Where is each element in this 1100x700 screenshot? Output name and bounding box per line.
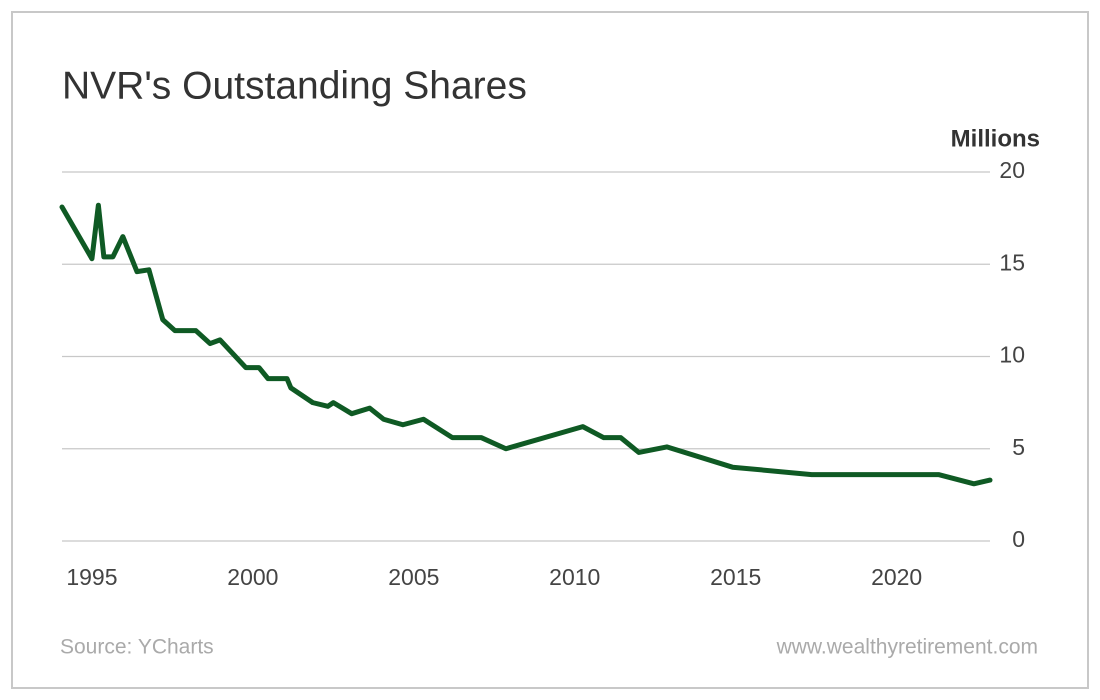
data-line [59, 202, 993, 487]
source: Source: YCharts [60, 636, 214, 659]
y-axis-label: Millions [951, 125, 1040, 152]
y-tick-label: 15 [999, 249, 1025, 275]
x-tick-label: 2015 [710, 564, 761, 590]
x-tick-label: 1995 [66, 564, 117, 590]
x-tick-label: 2005 [388, 564, 439, 590]
chart-title: NVR's Outstanding Shares [62, 64, 527, 107]
x-tick-label: 2020 [871, 564, 922, 590]
y-tick-label: 5 [1012, 434, 1025, 460]
x-tick-label: 2010 [549, 564, 600, 590]
frame [11, 11, 1089, 689]
y-tick-label: 10 [999, 342, 1025, 368]
x-tick-label: 2000 [227, 564, 278, 590]
website: www.wealthyretirement.com [776, 636, 1038, 659]
y-tick-label: 0 [1012, 526, 1025, 552]
y-tick-label: 20 [999, 157, 1025, 183]
